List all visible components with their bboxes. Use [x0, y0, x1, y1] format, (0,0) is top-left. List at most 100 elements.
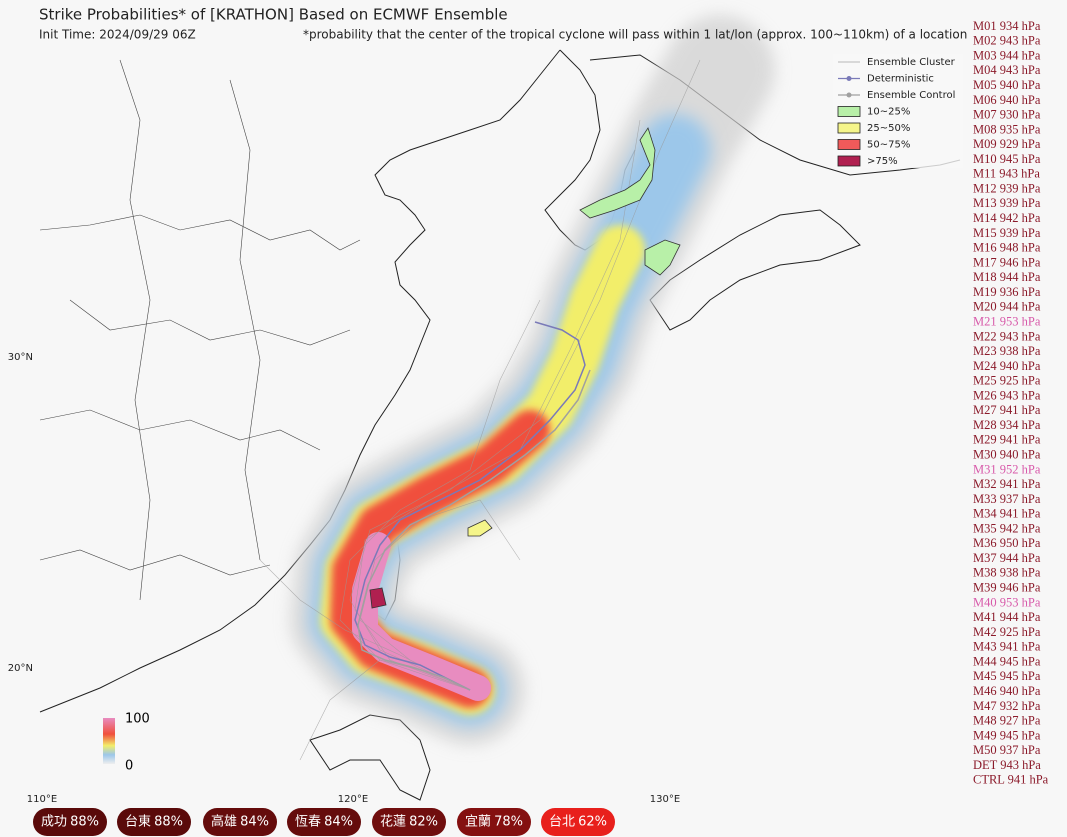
land-prob-75 — [369, 587, 387, 609]
member-pressure: M42 925 hPa — [973, 625, 1041, 639]
legend-label: 10~25% — [867, 107, 910, 118]
member-pressure: M07 930 hPa — [973, 108, 1041, 122]
member-pressure: M33 937 hPa — [973, 492, 1041, 506]
member-pressure: M03 944 hPa — [973, 48, 1041, 62]
legend-label: Ensemble Cluster — [867, 57, 956, 68]
station-badge — [203, 808, 277, 836]
lat-label: 20°N — [8, 663, 33, 674]
member-pressure: M21 953 hPa — [973, 314, 1041, 328]
member-pressure: M29 941 hPa — [973, 433, 1041, 447]
member-pressure: M40 953 hPa — [973, 595, 1041, 609]
member-pressure: M32 941 hPa — [973, 477, 1041, 491]
member-pressure: M17 946 hPa — [973, 255, 1041, 269]
china-coast — [39, 49, 561, 713]
station-prob: 82% — [409, 815, 438, 830]
station-prob: 84% — [324, 815, 353, 830]
member-pressure: M28 934 hPa — [973, 418, 1041, 432]
colorbar — [103, 718, 115, 764]
member-pressure: M06 940 hPa — [973, 93, 1041, 107]
coordinate-labels: 30°N 20°N 110°E 120°E 130°E — [8, 352, 680, 805]
member-pressure: M37 944 hPa — [973, 551, 1041, 565]
deterministic-track — [354, 321, 586, 691]
member-pressure: M30 940 hPa — [973, 447, 1041, 461]
member-pressure: M47 932 hPa — [973, 699, 1041, 713]
station-name: 成功 — [41, 815, 67, 830]
station-prob: 84% — [240, 815, 269, 830]
member-pressure: M46 940 hPa — [973, 684, 1041, 698]
station-prob: 62% — [578, 815, 607, 830]
station-name: 宜蘭 — [465, 814, 491, 830]
member-pressure: M04 943 hPa — [973, 63, 1041, 77]
member-pressure: M24 940 hPa — [973, 359, 1041, 373]
member-pressure: M18 944 hPa — [973, 270, 1041, 284]
member-pressure: M36 950 hPa — [973, 536, 1041, 550]
legend-label: >75% — [867, 156, 898, 167]
station-badge — [541, 808, 615, 836]
legend-label: Deterministic — [867, 74, 934, 85]
member-pressure: M27 941 hPa — [973, 403, 1041, 417]
station-badge — [372, 808, 446, 836]
member-pressure: M20 944 hPa — [973, 300, 1041, 314]
member-pressure: CTRL 941 hPa — [973, 773, 1049, 787]
member-pressure: M25 925 hPa — [973, 374, 1041, 388]
station-badge — [117, 808, 191, 836]
legend-label: 25~50% — [867, 123, 910, 134]
station-badge — [287, 808, 361, 836]
lat-label: 30°N — [8, 352, 33, 363]
member-pressure: M26 943 hPa — [973, 388, 1041, 402]
member-pressure: M41 944 hPa — [973, 610, 1041, 624]
luzon-coast — [309, 714, 431, 801]
lon-label: 130°E — [650, 794, 680, 805]
member-pressure: M14 942 hPa — [973, 211, 1041, 225]
member-pressure: M15 939 hPa — [973, 226, 1041, 240]
title: Strike Probabilities* of [KRATHON] Based… — [39, 6, 508, 24]
colorbar-max-label: 100 — [125, 712, 150, 727]
land-prob-25 — [467, 519, 493, 537]
member-pressure: M08 935 hPa — [973, 122, 1041, 136]
station-prob: 88% — [70, 815, 99, 830]
member-pressure: M13 939 hPa — [973, 196, 1041, 210]
station-prob: 88% — [154, 815, 183, 830]
station-name: 高雄 — [211, 814, 237, 830]
member-pressure: M02 943 hPa — [973, 34, 1041, 48]
init-time: Init Time: 2024/09/29 06Z — [39, 28, 196, 42]
station-name: 台北 — [549, 815, 575, 830]
station-badge — [33, 808, 107, 836]
member-pressure: M12 939 hPa — [973, 181, 1041, 195]
legend-swatch — [837, 122, 861, 134]
legend-swatch — [837, 139, 861, 150]
station-prob: 78% — [494, 815, 523, 830]
station-badge — [457, 808, 531, 836]
member-pressure: M22 943 hPa — [973, 329, 1041, 343]
member-pressure: M10 945 hPa — [973, 152, 1041, 166]
member-pressure: M31 952 hPa — [973, 462, 1041, 476]
colorbar-min-label: 0 — [125, 759, 133, 774]
swath-75 — [352, 532, 491, 701]
legend-label: 50~75% — [867, 140, 910, 151]
member-pressure: M16 948 hPa — [973, 241, 1041, 255]
lon-label: 110°E — [27, 794, 57, 805]
member-pressure: M50 937 hPa — [973, 743, 1041, 757]
member-pressure: M43 941 hPa — [973, 640, 1041, 654]
member-pressure: M39 946 hPa — [973, 581, 1041, 595]
member-pressure: M44 945 hPa — [973, 654, 1041, 668]
japan-coast — [649, 209, 861, 331]
station-name: 花蓮 — [380, 814, 406, 830]
member-pressure: M48 927 hPa — [973, 714, 1041, 728]
lon-label: 120°E — [338, 794, 368, 805]
member-pressure: M01 934 hPa — [973, 19, 1041, 33]
member-pressure: M35 942 hPa — [973, 521, 1041, 535]
land-prob-10 — [579, 127, 656, 219]
legend-label: Ensemble Control — [867, 90, 955, 101]
legend-swatch — [837, 155, 861, 167]
member-pressure: M38 938 hPa — [973, 566, 1041, 580]
member-pressure: M05 940 hPa — [973, 78, 1041, 92]
station-name: 恆春 — [295, 815, 321, 830]
badge-row: 成功 88% 台東 88% 高雄 84% 恆春 84% 花蓮 82% 宜蘭 78% 台北 62% — [33, 808, 615, 836]
member-pressure: DET 943 hPa — [973, 758, 1041, 772]
note: *probability that the center of the trop… — [303, 28, 967, 42]
member-pressure: M23 938 hPa — [973, 344, 1041, 358]
